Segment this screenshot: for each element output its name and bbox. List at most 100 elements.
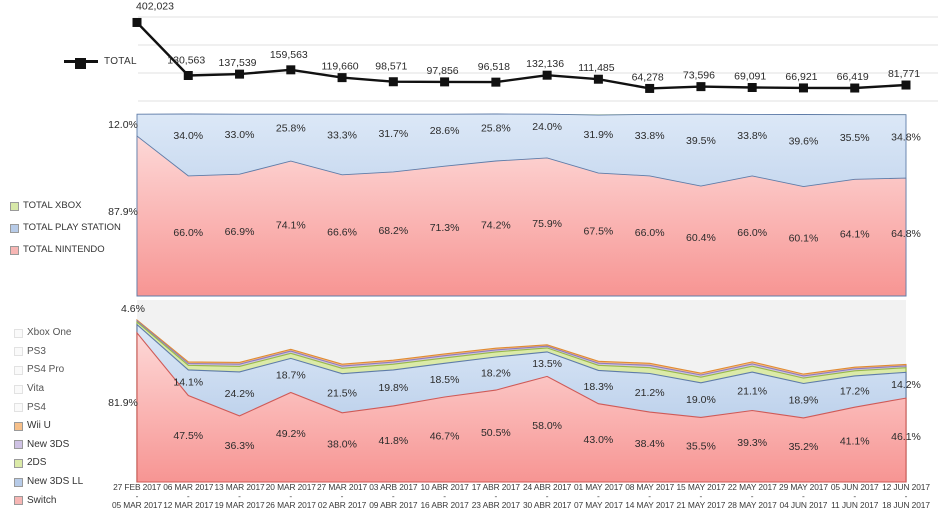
legend-item-model[interactable]: PS4 [14,398,83,417]
nintendo-pct-label: 66.0% [737,227,767,239]
x-tick-start-label: 24 ABR 2017 [522,482,572,492]
legend-swatch-icon [14,458,23,468]
x-tick-dash: - [545,491,549,501]
legend-item-family[interactable]: TOTAL PLAY STATION [10,217,121,239]
switch-pct-label: 43.0% [584,434,614,446]
x-axis-tick: 01 MAY 2017-07 MAY 2017 [555,482,641,510]
legend-item-label: New 3DS [27,438,70,450]
nintendo-pct-label: 74.1% [276,220,306,232]
new3dsll-pct-label: 17.2% [840,386,870,398]
total-value-label: 66,921 [785,71,817,83]
nintendo-pct-label: 66.9% [225,226,255,238]
legend-item-model[interactable]: Xbox One [14,324,83,343]
new3dsll-pct-label: 21.2% [635,387,665,399]
new3dsll-pct-label: 21.5% [327,387,357,399]
legend-item-model[interactable]: PS3 [14,343,83,362]
x-tick-dash: - [802,491,805,501]
x-tick-dash: - [340,491,344,501]
legend-item-family[interactable]: TOTAL XBOX [10,195,121,217]
x-tick-dash: - [443,491,446,501]
total-legend-label: TOTAL [104,56,137,67]
legend-model-share: Xbox One PS3 PS4 Pro Vita PS4 Wii U New 3DS 2DS… [14,324,83,510]
x-axis-tick: 06 MAR 2017-12 MAR 2017 [145,482,231,510]
x-tick-start-label: 03 ARB 2017 [369,482,418,492]
total-value-label: 402,023 [136,0,174,12]
legend-item-family[interactable]: TOTAL NINTENDO [10,239,121,261]
total-marker [388,77,398,87]
x-tick-start-label: 12 JUN 2017 [882,482,930,492]
legend-item-model[interactable]: Vita [14,380,83,399]
total-value-label: 73,596 [683,70,715,82]
x-tick-start-label: 27 MAR 2017 [317,482,368,492]
x-tick-start-label: 01 MAY 2017 [573,482,623,492]
legend-item-label: TOTAL PLAY STATION [23,222,121,233]
nintendo-pct-label: 60.1% [789,232,819,244]
x-axis-tick: 10 ABR 2017-16 ABR 2017 [402,482,488,510]
playstation-pct-label: 24.0% [532,121,562,133]
total-legend-line-icon [64,58,98,69]
playstation-pct-label: 35.5% [840,132,870,144]
x-tick-end-label: 30 ABR 2017 [522,500,572,510]
x-axis-tick: 13 MAR 2017-19 MAR 2017 [197,482,283,510]
total-marker [645,83,655,93]
switch-pct-label: 46.1% [891,431,921,443]
legend-swatch-icon [14,384,23,394]
legend-item-label: Wii U [27,420,51,432]
nintendo-pct-label: 71.3% [430,222,460,234]
playstation-pct-label: 12.0% [108,119,138,131]
x-tick-end-label: 02 ABR 2017 [317,500,367,510]
total-line [136,21,907,90]
new3dsll-pct-label: 18.2% [481,368,511,380]
nintendo-pct-label: 68.2% [378,225,408,237]
playstation-pct-label: 34.0% [173,130,203,142]
legend-item-model[interactable]: New 3DS [14,436,83,455]
x-axis-tick: 17 ABR 2017-23 ABR 2017 [453,482,539,510]
nintendo-pct-label: 74.2% [481,219,511,231]
total-marker [337,73,347,83]
legend-item-label: Xbox One [27,327,72,339]
x-tick-dash: - [699,491,703,501]
total-value-label: 132,136 [526,58,564,70]
legend-swatch-icon [14,403,23,413]
total-value-label: 81,771 [888,68,920,80]
series-band-s [136,331,907,483]
x-tick-dash: - [391,491,395,501]
total-marker [440,77,450,87]
model-share-area-chart: 4.6% 14.1% 24.2% 18.7% 21.5% 19.8% 18.5% 18.2% 1… [0,296,940,506]
x-tick-start-label: 29 MAY 2017 [779,482,828,492]
switch-pct-label: 41.8% [378,435,408,447]
legend-swatch-icon [14,421,23,431]
legend-family-share: TOTAL XBOX TOTAL PLAY STATION TOTAL NINTEN… [10,195,121,261]
new3dsll-pct-label: 19.8% [378,382,408,394]
legend-item-model[interactable]: PS4 Pro [14,361,83,380]
x-tick-end-label: 26 MAR 2017 [265,500,316,510]
switch-pct-label: 46.7% [430,431,460,443]
x-tick-start-label: 15 MAY 2017 [676,482,726,492]
x-tick-dash: - [135,491,139,501]
x-axis-tick: 27 FEB 2017-05 MAR 2017 [94,482,180,510]
playstation-pct-label: 33.3% [327,129,357,141]
family-share-area-chart: 12.0% 34.0% 33.0% 25.8% 33.3% 31.7% 28.6% 25.8%… [0,110,940,300]
switch-pct-label: 35.2% [789,441,819,453]
total-value-label: 159,563 [270,49,308,61]
legend-item-model[interactable]: 2DS [14,454,83,473]
total-value-label: 98,571 [375,61,407,73]
x-tick-end-label: 19 MAR 2017 [214,500,265,510]
playstation-pct-label: 25.8% [481,122,511,134]
x-tick-start-label: 20 MAR 2017 [265,482,316,492]
x-tick-dash: - [596,491,600,501]
total-marker [696,82,706,92]
legend-item-model[interactable]: Wii U [14,417,83,436]
switch-pct-label: 39.3% [737,437,767,449]
legend-item-label: TOTAL NINTENDO [23,244,105,255]
legend-swatch-icon [14,365,23,375]
legend-item-label: 2DS [27,457,47,469]
x-tick-dash: - [750,491,754,501]
total-marker [183,70,193,80]
legend-item-model[interactable]: New 3DS LL [14,473,83,492]
total-value-label: 97,856 [427,65,459,77]
legend-item-model[interactable]: Switch [14,491,83,510]
legend-item-label: PS4 Pro [27,364,65,376]
total-marker [798,83,808,93]
